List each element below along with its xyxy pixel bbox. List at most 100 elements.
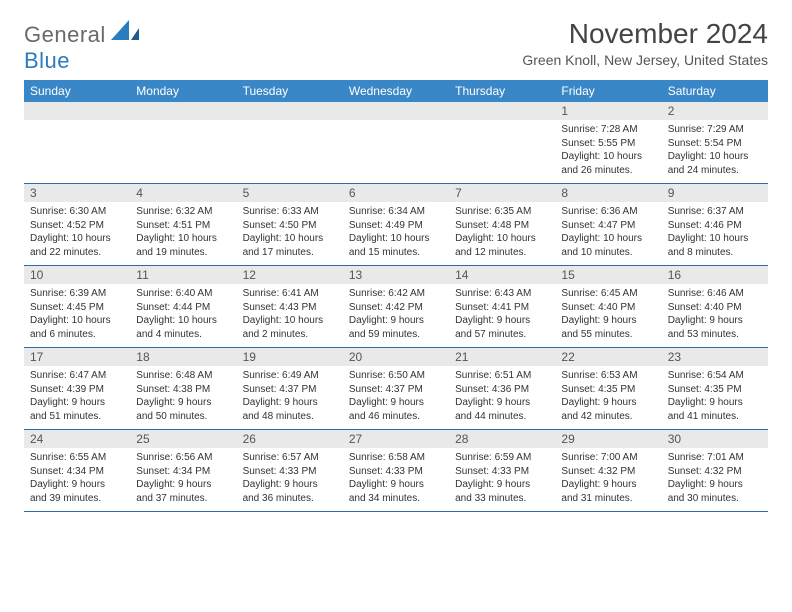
calendar-cell: 16Sunrise: 6:46 AMSunset: 4:40 PMDayligh… [662,266,768,348]
daylight-text: Daylight: 10 hours and 26 minutes. [561,150,655,177]
daylight-text: Daylight: 9 hours and 41 minutes. [668,396,762,423]
calendar-cell: 24 Sunrise: 6:55 AMSunset: 4:34 PMDayligh… [24,430,130,512]
sunset-text: Sunset: 4:40 PM [561,301,655,315]
day-body-empty [449,120,555,174]
daylight-text: Daylight: 10 hours and 12 minutes. [455,232,549,259]
day-number: 13 [343,266,449,284]
calendar-table: SundayMondayTuesdayWednesdayThursdayFrid… [24,80,768,512]
day-body-empty [237,120,343,174]
calendar-cell: 17Sunrise: 6:47 AMSunset: 4:39 PMDayligh… [24,348,130,430]
day-body: Sunrise: 6:35 AMSunset: 4:48 PMDaylight:… [449,202,555,265]
day-body: Sunrise: 6:54 AMSunset: 4:35 PMDaylight:… [662,366,768,429]
calendar-cell: 7Sunrise: 6:35 AMSunset: 4:48 PMDaylight… [449,184,555,266]
sunrise-text: Sunrise: 6:33 AM [243,205,337,219]
sunrise-text: Sunrise: 6:47 AM [30,369,124,383]
day-body: Sunrise: 6:56 AMSunset: 4:34 PMDaylight:… [130,448,236,511]
day-number: 18 [130,348,236,366]
day-body: Sunrise: 7:28 AMSunset: 5:55 PMDaylight:… [555,120,661,183]
day-body: Sunrise: 6:59 AMSunset: 4:33 PMDaylight:… [449,448,555,511]
day-body: Sunrise: 6:30 AMSunset: 4:52 PMDaylight:… [24,202,130,265]
sunset-text: Sunset: 4:33 PM [243,465,337,479]
day-number: 21 [449,348,555,366]
day-number: 17 [24,348,130,366]
calendar-week-row: 3Sunrise: 6:30 AMSunset: 4:52 PMDaylight… [24,184,768,266]
day-body: Sunrise: 6:46 AMSunset: 4:40 PMDaylight:… [662,284,768,347]
day-number: 2 [662,102,768,120]
title-block: November 2024 Green Knoll, New Jersey, U… [522,18,768,68]
sunrise-text: Sunrise: 6:42 AM [349,287,443,301]
daylight-text: Daylight: 9 hours and 55 minutes. [561,314,655,341]
daylight-text: Daylight: 9 hours and 44 minutes. [455,396,549,423]
sunset-text: Sunset: 4:33 PM [349,465,443,479]
sunrise-text: Sunrise: 6:59 AM [455,451,549,465]
sunrise-text: Sunrise: 6:35 AM [455,205,549,219]
sunrise-text: Sunrise: 6:39 AM [30,287,124,301]
sunset-text: Sunset: 5:54 PM [668,137,762,151]
sunrise-text: Sunrise: 7:29 AM [668,123,762,137]
day-body: Sunrise: 6:51 AMSunset: 4:36 PMDaylight:… [449,366,555,429]
day-number: 7 [449,184,555,202]
sunrise-text: Sunrise: 6:30 AM [30,205,124,219]
weekday-header: Thursday [449,80,555,102]
sunset-text: Sunset: 4:48 PM [455,219,549,233]
daylight-text: Daylight: 9 hours and 48 minutes. [243,396,337,423]
daylight-text: Daylight: 9 hours and 34 minutes. [349,478,443,505]
calendar-cell: 12Sunrise: 6:41 AMSunset: 4:43 PMDayligh… [237,266,343,348]
sunset-text: Sunset: 4:34 PM [30,465,124,479]
day-number: 25 [130,430,236,448]
daylight-text: Daylight: 9 hours and 31 minutes. [561,478,655,505]
calendar-cell: 25Sunrise: 6:56 AMSunset: 4:34 PMDayligh… [130,430,236,512]
day-number: 27 [343,430,449,448]
calendar-cell: 23Sunrise: 6:54 AMSunset: 4:35 PMDayligh… [662,348,768,430]
day-body: Sunrise: 6:32 AMSunset: 4:51 PMDaylight:… [130,202,236,265]
day-body: Sunrise: 7:01 AMSunset: 4:32 PMDaylight:… [662,448,768,511]
calendar-cell: 19Sunrise: 6:49 AMSunset: 4:37 PMDayligh… [237,348,343,430]
sunrise-text: Sunrise: 6:53 AM [561,369,655,383]
daylight-text: Daylight: 10 hours and 8 minutes. [668,232,762,259]
calendar-body: 1Sunrise: 7:28 AMSunset: 5:55 PMDaylight… [24,102,768,512]
sunset-text: Sunset: 4:44 PM [136,301,230,315]
calendar-cell: 22Sunrise: 6:53 AMSunset: 4:35 PMDayligh… [555,348,661,430]
daylight-text: Daylight: 9 hours and 57 minutes. [455,314,549,341]
sunrise-text: Sunrise: 6:57 AM [243,451,337,465]
day-number: 24 [24,430,130,448]
calendar-cell: 20Sunrise: 6:50 AMSunset: 4:37 PMDayligh… [343,348,449,430]
sunset-text: Sunset: 4:35 PM [561,383,655,397]
sunrise-text: Sunrise: 6:56 AM [136,451,230,465]
day-body: Sunrise: 6:40 AMSunset: 4:44 PMDaylight:… [130,284,236,347]
sunrise-text: Sunrise: 7:00 AM [561,451,655,465]
logo-word-1: General [24,22,106,47]
sunset-text: Sunset: 4:35 PM [668,383,762,397]
daylight-text: Daylight: 10 hours and 17 minutes. [243,232,337,259]
calendar-cell: 14Sunrise: 6:43 AMSunset: 4:41 PMDayligh… [449,266,555,348]
sunset-text: Sunset: 4:41 PM [455,301,549,315]
logo-word-2: Blue [24,48,70,73]
sunset-text: Sunset: 4:46 PM [668,219,762,233]
daylight-text: Daylight: 10 hours and 6 minutes. [30,314,124,341]
day-body-empty [343,120,449,174]
sunrise-text: Sunrise: 6:54 AM [668,369,762,383]
day-body: Sunrise: 7:29 AMSunset: 5:54 PMDaylight:… [662,120,768,183]
day-number: 23 [662,348,768,366]
sunrise-text: Sunrise: 7:01 AM [668,451,762,465]
sunrise-text: Sunrise: 6:48 AM [136,369,230,383]
sunrise-text: Sunrise: 6:50 AM [349,369,443,383]
sunset-text: Sunset: 4:52 PM [30,219,124,233]
location: Green Knoll, New Jersey, United States [522,52,768,68]
daylight-text: Daylight: 9 hours and 39 minutes. [30,478,124,505]
logo-sail-icon [111,20,141,42]
daylight-text: Daylight: 10 hours and 19 minutes. [136,232,230,259]
day-number: 29 [555,430,661,448]
day-number: 15 [555,266,661,284]
daylight-text: Daylight: 10 hours and 15 minutes. [349,232,443,259]
sunset-text: Sunset: 4:42 PM [349,301,443,315]
sunset-text: Sunset: 5:55 PM [561,137,655,151]
day-body: Sunrise: 6:42 AMSunset: 4:42 PMDaylight:… [343,284,449,347]
calendar-cell: 18Sunrise: 6:48 AMSunset: 4:38 PMDayligh… [130,348,236,430]
sunrise-text: Sunrise: 6:55 AM [30,451,124,465]
day-body: Sunrise: 6:43 AMSunset: 4:41 PMDaylight:… [449,284,555,347]
sunrise-text: Sunrise: 6:45 AM [561,287,655,301]
day-body: Sunrise: 7:00 AMSunset: 4:32 PMDaylight:… [555,448,661,511]
day-body: Sunrise: 6:50 AMSunset: 4:37 PMDaylight:… [343,366,449,429]
day-number: 22 [555,348,661,366]
